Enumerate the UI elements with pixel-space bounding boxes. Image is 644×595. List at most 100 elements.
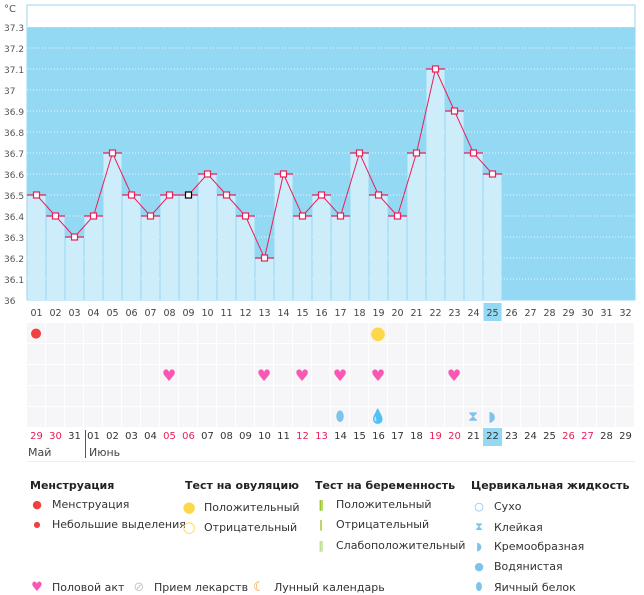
- day-cell[interactable]: [521, 323, 539, 343]
- day-cell[interactable]: [616, 407, 634, 427]
- heart-icon[interactable]: ♥: [369, 365, 387, 385]
- day-cell[interactable]: [27, 365, 45, 385]
- day-cell[interactable]: [103, 365, 121, 385]
- day-cell[interactable]: [46, 323, 64, 343]
- day-cell[interactable]: [160, 407, 178, 427]
- day-cell[interactable]: [350, 407, 368, 427]
- day-cell[interactable]: [65, 407, 83, 427]
- day-cell[interactable]: [616, 386, 634, 406]
- day-cell[interactable]: [312, 344, 330, 364]
- day-cell[interactable]: [312, 386, 330, 406]
- day-cell[interactable]: [597, 344, 615, 364]
- day-cell[interactable]: [350, 386, 368, 406]
- day-cell[interactable]: [65, 365, 83, 385]
- day-cell[interactable]: [103, 386, 121, 406]
- day-cell[interactable]: [198, 323, 216, 343]
- day-cell[interactable]: [217, 323, 235, 343]
- day-cell[interactable]: [122, 323, 140, 343]
- creamy-icon[interactable]: ◗: [483, 407, 501, 427]
- day-cell[interactable]: [369, 344, 387, 364]
- day-cell[interactable]: [27, 386, 45, 406]
- day-cell[interactable]: [597, 386, 615, 406]
- day-cell[interactable]: [65, 323, 83, 343]
- day-cell[interactable]: [502, 344, 520, 364]
- day-cell[interactable]: [179, 323, 197, 343]
- day-cell[interactable]: [331, 344, 349, 364]
- day-cell[interactable]: [407, 365, 425, 385]
- day-cell[interactable]: [103, 344, 121, 364]
- day-cell[interactable]: [46, 386, 64, 406]
- day-cell[interactable]: [540, 365, 558, 385]
- day-cell[interactable]: [84, 323, 102, 343]
- day-cell[interactable]: [578, 407, 596, 427]
- day-cell[interactable]: [122, 344, 140, 364]
- day-cell[interactable]: [407, 323, 425, 343]
- day-cell[interactable]: [293, 407, 311, 427]
- day-cell[interactable]: [274, 407, 292, 427]
- day-cell[interactable]: [350, 344, 368, 364]
- day-cell[interactable]: [483, 323, 501, 343]
- day-cell[interactable]: [559, 323, 577, 343]
- day-cell[interactable]: [160, 344, 178, 364]
- day-cell[interactable]: [236, 365, 254, 385]
- day-cell[interactable]: [388, 344, 406, 364]
- day-cell[interactable]: [198, 365, 216, 385]
- day-cell[interactable]: [236, 323, 254, 343]
- day-cell[interactable]: [160, 386, 178, 406]
- sticky-icon[interactable]: ⧗: [464, 407, 482, 427]
- day-cell[interactable]: [217, 344, 235, 364]
- day-cell[interactable]: [502, 386, 520, 406]
- day-cell[interactable]: [597, 365, 615, 385]
- day-cell[interactable]: [198, 344, 216, 364]
- heart-icon[interactable]: ♥: [331, 365, 349, 385]
- egg-white-icon[interactable]: ⬮: [331, 407, 349, 427]
- day-cell[interactable]: [27, 344, 45, 364]
- day-cell[interactable]: [616, 344, 634, 364]
- menstruation-drop-icon[interactable]: ●: [27, 323, 45, 343]
- day-cell[interactable]: [179, 365, 197, 385]
- day-cell[interactable]: [540, 407, 558, 427]
- day-cell[interactable]: [464, 386, 482, 406]
- day-cell[interactable]: [350, 323, 368, 343]
- day-cell[interactable]: [502, 407, 520, 427]
- day-cell[interactable]: [122, 386, 140, 406]
- day-cell[interactable]: [312, 323, 330, 343]
- heart-icon[interactable]: ♥: [445, 365, 463, 385]
- day-cell[interactable]: [141, 323, 159, 343]
- day-cell[interactable]: [312, 365, 330, 385]
- day-cell[interactable]: [426, 407, 444, 427]
- day-cell[interactable]: [331, 323, 349, 343]
- day-cell[interactable]: [578, 386, 596, 406]
- day-cell[interactable]: [521, 407, 539, 427]
- day-cell[interactable]: [464, 344, 482, 364]
- day-cell[interactable]: [293, 323, 311, 343]
- day-cell[interactable]: [65, 344, 83, 364]
- day-cell[interactable]: [616, 365, 634, 385]
- day-cell[interactable]: [255, 344, 273, 364]
- day-cell[interactable]: [141, 407, 159, 427]
- day-cell[interactable]: [407, 407, 425, 427]
- day-cell[interactable]: [236, 407, 254, 427]
- day-cell[interactable]: [179, 386, 197, 406]
- day-cell[interactable]: [521, 344, 539, 364]
- day-cell[interactable]: [293, 344, 311, 364]
- day-cell[interactable]: [502, 365, 520, 385]
- day-cell[interactable]: [217, 386, 235, 406]
- day-cell[interactable]: [84, 365, 102, 385]
- day-cell[interactable]: [84, 386, 102, 406]
- watery-icon[interactable]: 💧: [369, 407, 387, 427]
- day-cell[interactable]: [445, 386, 463, 406]
- day-cell[interactable]: [616, 323, 634, 343]
- day-cell[interactable]: [559, 365, 577, 385]
- day-cell[interactable]: [274, 323, 292, 343]
- day-cell[interactable]: [255, 407, 273, 427]
- day-cell[interactable]: [521, 386, 539, 406]
- day-cell[interactable]: [445, 323, 463, 343]
- ovulation-positive-icon[interactable]: ●: [369, 322, 387, 344]
- day-cell[interactable]: [217, 365, 235, 385]
- day-cell[interactable]: [198, 407, 216, 427]
- day-cell[interactable]: [426, 365, 444, 385]
- day-cell[interactable]: [407, 344, 425, 364]
- day-cell[interactable]: [274, 386, 292, 406]
- day-cell[interactable]: [103, 323, 121, 343]
